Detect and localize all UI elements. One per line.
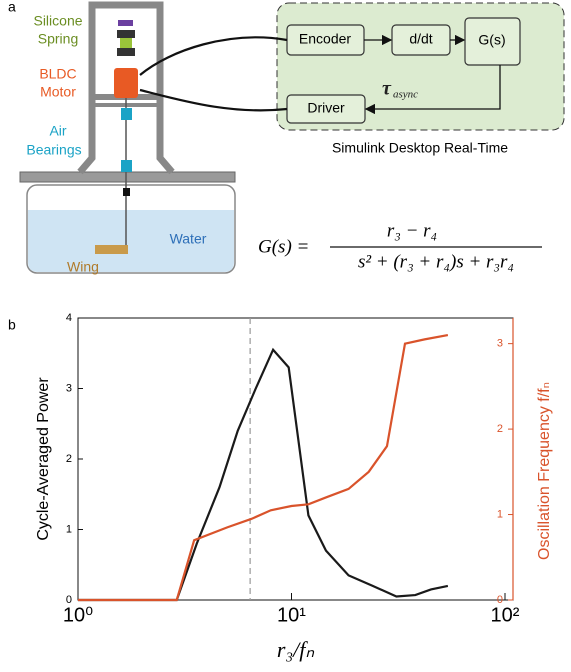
y-tick-label: 3 xyxy=(66,382,72,394)
x-axis-label: r₃/fₙ xyxy=(277,637,314,662)
tau-symbol: τ xyxy=(382,78,392,100)
plot-frame xyxy=(77,317,514,601)
x-tick-label: 10² xyxy=(491,604,520,626)
panel-label: b xyxy=(8,317,16,333)
motor-label: Motor xyxy=(40,84,76,100)
equation-numerator: r₃ − r₄ xyxy=(387,220,437,241)
y-tick-label: 4 xyxy=(66,312,72,324)
y-axis-label: Cycle-Averaged Power xyxy=(35,377,52,541)
equation-lhs: G(s) = xyxy=(258,236,309,257)
y-tick-label: 2 xyxy=(66,453,72,465)
tau-subscript: async xyxy=(393,89,418,101)
y-tick-label: 1 xyxy=(66,523,72,535)
apparatus xyxy=(19,1,236,274)
panel-label: a xyxy=(8,0,16,15)
driver-text: Driver xyxy=(307,100,345,116)
equation-denominator: s² + (r₃ + r₄)s + r₃r₄ xyxy=(358,251,514,272)
controller-caption: Simulink Desktop Real-Time xyxy=(332,140,508,156)
bearings-label: Air xyxy=(49,123,66,139)
arrows xyxy=(139,34,501,115)
y2-axis-label: Oscillation Frequency f/fₙ xyxy=(536,382,553,560)
water-label: Water xyxy=(170,231,207,247)
y2-tick-label: 3 xyxy=(497,338,503,350)
series-line xyxy=(78,347,449,602)
motor-label: BLDC xyxy=(39,66,76,82)
encoder-text: Encoder xyxy=(299,31,351,47)
y2-tick-label: 2 xyxy=(497,423,503,435)
spring-label: Spring xyxy=(38,31,78,47)
transfer-text: G(s) xyxy=(478,32,505,48)
derivative-text: d/dt xyxy=(409,31,432,47)
y-tick-label: 0 xyxy=(66,594,72,606)
series-line xyxy=(78,334,449,602)
x-tick-label: 10¹ xyxy=(277,604,306,626)
y2-tick-label: 0 xyxy=(497,594,503,606)
bearings-label: Bearings xyxy=(26,142,81,158)
y2-tick-label: 1 xyxy=(497,508,503,520)
wing-label: Wing xyxy=(67,259,99,275)
spring-label: Silicone xyxy=(33,13,82,29)
x-tick-label: 10⁰ xyxy=(63,604,93,626)
